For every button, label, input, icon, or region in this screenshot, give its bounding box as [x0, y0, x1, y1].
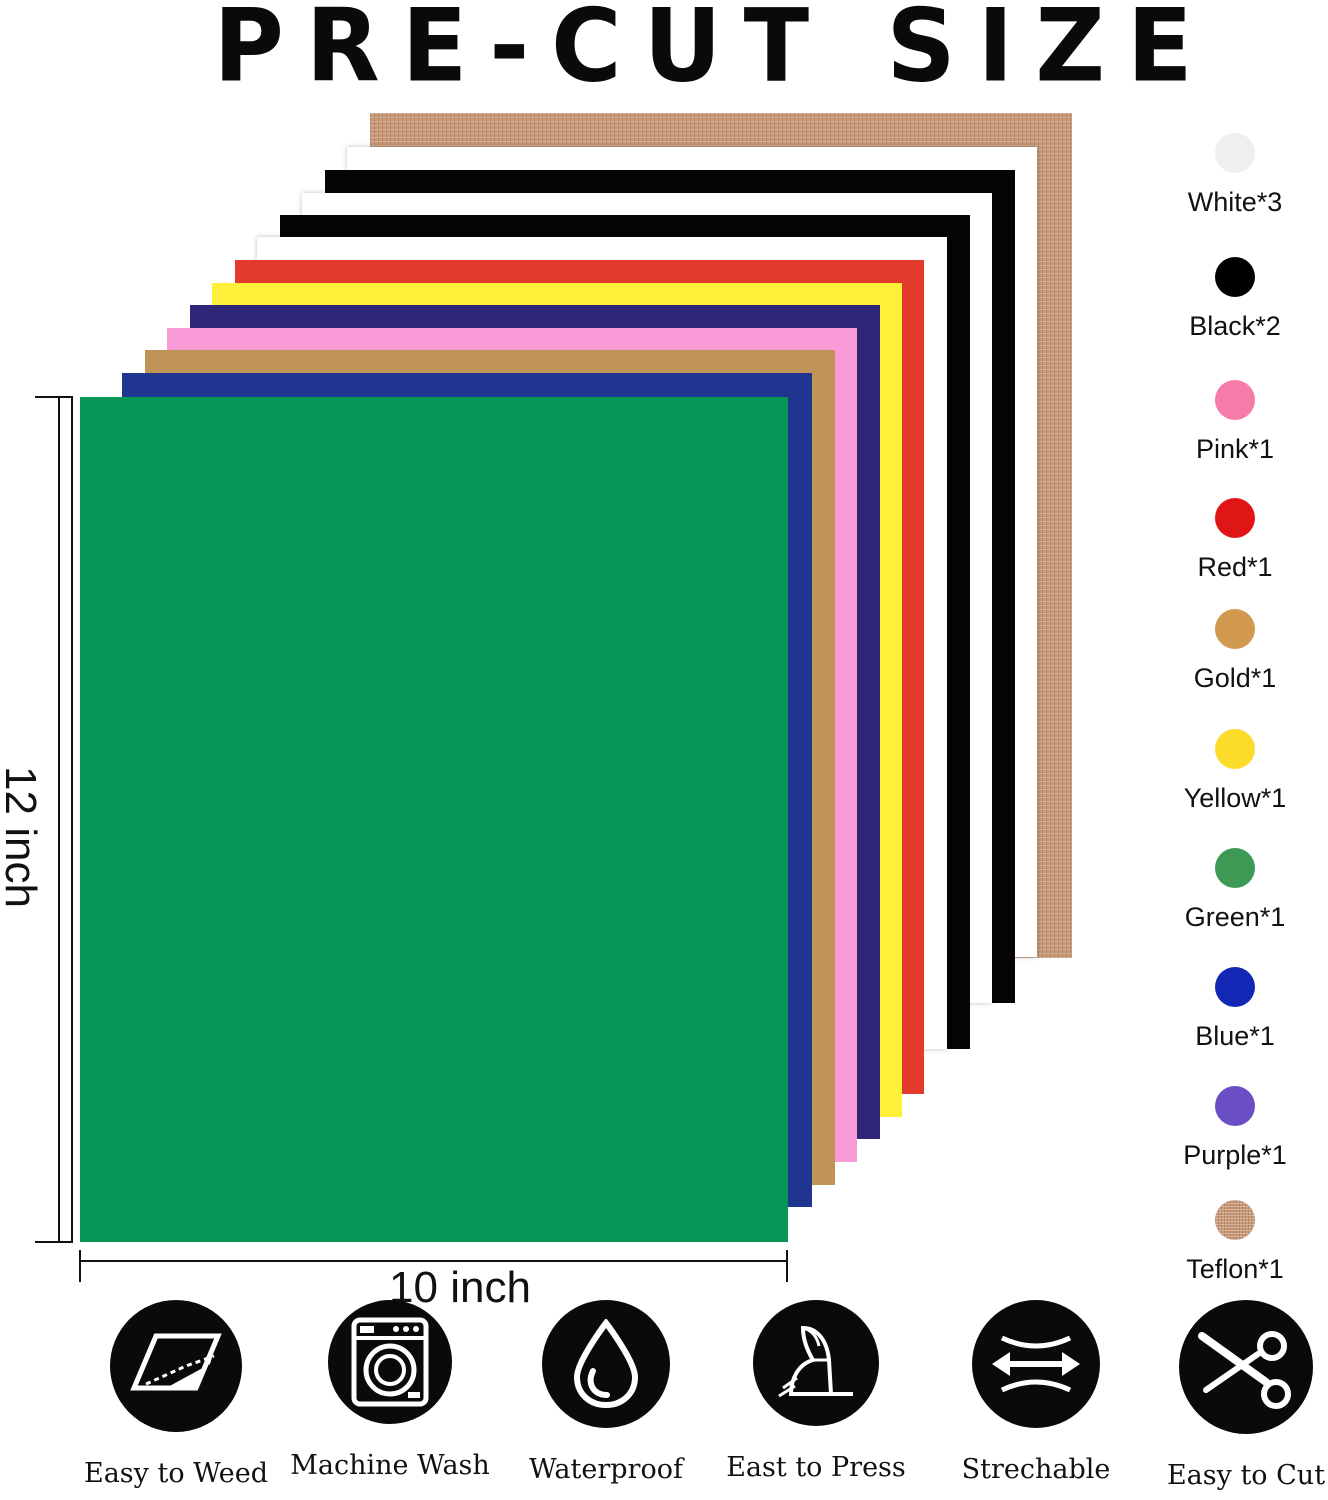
stretch-arrows-icon	[972, 1300, 1100, 1428]
feature-row: Easy to Weed Machine Wash Water	[0, 1300, 1328, 1500]
color-swatch	[1215, 133, 1255, 173]
color-swatch	[1215, 848, 1255, 888]
legend-label: Pink*1	[1195, 434, 1275, 464]
feature-easy-to-weed: Easy to Weed	[66, 1300, 286, 1489]
feature-label: Waterproof	[529, 1454, 683, 1485]
legend-item-yellow: Yellow*1	[1160, 729, 1310, 814]
feature-label: Machine Wash	[290, 1450, 490, 1481]
color-swatch	[1215, 967, 1255, 1007]
washing-machine-icon	[328, 1300, 452, 1424]
legend-label: Purple*1	[1183, 1140, 1287, 1170]
legend-item-gold: Gold*1	[1160, 609, 1310, 694]
legend-label: White*3	[1187, 187, 1283, 217]
legend-item-white: White*3	[1160, 133, 1310, 218]
legend-label: Red*1	[1197, 552, 1273, 582]
weed-icon	[110, 1300, 242, 1432]
legend-label: Yellow*1	[1183, 783, 1287, 813]
water-drop-icon	[542, 1300, 670, 1428]
feature-waterproof: Waterproof	[496, 1300, 716, 1485]
feature-east-to-press: East to Press	[706, 1300, 926, 1483]
legend-label: Teflon*1	[1186, 1254, 1284, 1284]
color-swatch	[1215, 609, 1255, 649]
legend-item-red: Red*1	[1160, 498, 1310, 583]
legend-label: Green*1	[1184, 902, 1286, 932]
color-swatch	[1215, 729, 1255, 769]
legend-item-teflon: Teflon*1	[1160, 1200, 1310, 1285]
height-label: 12 inch	[0, 766, 45, 908]
scissors-icon	[1179, 1300, 1313, 1434]
legend-label: Black*2	[1189, 311, 1281, 341]
legend-label: Blue*1	[1195, 1021, 1275, 1051]
feature-strechable: Strechable	[926, 1300, 1146, 1485]
feature-easy-to-cut: Easy to Cut	[1136, 1300, 1328, 1491]
feature-machine-wash: Machine Wash	[280, 1300, 500, 1481]
color-swatch	[1215, 1086, 1255, 1126]
color-swatch	[1215, 498, 1255, 538]
feature-label: Strechable	[961, 1454, 1111, 1485]
legend-item-blue: Blue*1	[1160, 967, 1310, 1052]
feature-label: Easy to Weed	[84, 1458, 268, 1489]
legend-item-green: Green*1	[1160, 848, 1310, 933]
legend-label: Gold*1	[1193, 663, 1277, 693]
iron-icon	[753, 1300, 879, 1426]
color-swatch	[1215, 380, 1255, 420]
page-title: PRE-CUT SIZE	[213, 0, 1215, 105]
sheet-green	[80, 397, 788, 1242]
legend-item-purple: Purple*1	[1160, 1086, 1310, 1171]
legend-item-pink: Pink*1	[1160, 380, 1310, 465]
color-swatch	[1215, 257, 1255, 297]
feature-label: Easy to Cut	[1166, 1460, 1326, 1491]
legend-item-black: Black*2	[1160, 257, 1310, 342]
color-swatch	[1215, 1200, 1255, 1240]
feature-label: East to Press	[726, 1452, 906, 1483]
